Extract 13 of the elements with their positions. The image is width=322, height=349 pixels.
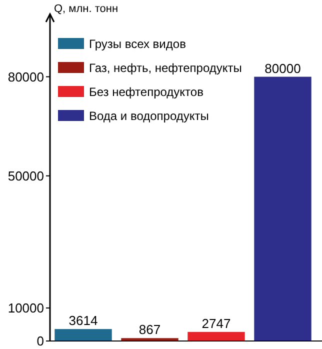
legend-label: Газ, нефть, нефтепродукты <box>89 61 242 76</box>
y-axis-title: Q, млн. тонн <box>54 3 118 15</box>
data-label: 2747 <box>202 316 231 331</box>
data-label: 3614 <box>68 313 98 328</box>
y-tick-label: 80000 <box>8 69 44 84</box>
y-tick-label: 50000 <box>8 168 44 184</box>
legend-label: Грузы всех видов <box>89 37 186 52</box>
legend-label: Без нефтепродуктов <box>89 85 204 100</box>
y-tick-label: 0 <box>36 334 44 349</box>
y-tick-label: 10000 <box>8 300 44 316</box>
data-label: 867 <box>138 322 161 338</box>
legend-label: Вода и водопродукты <box>89 109 209 124</box>
data-label: 80000 <box>264 60 301 76</box>
